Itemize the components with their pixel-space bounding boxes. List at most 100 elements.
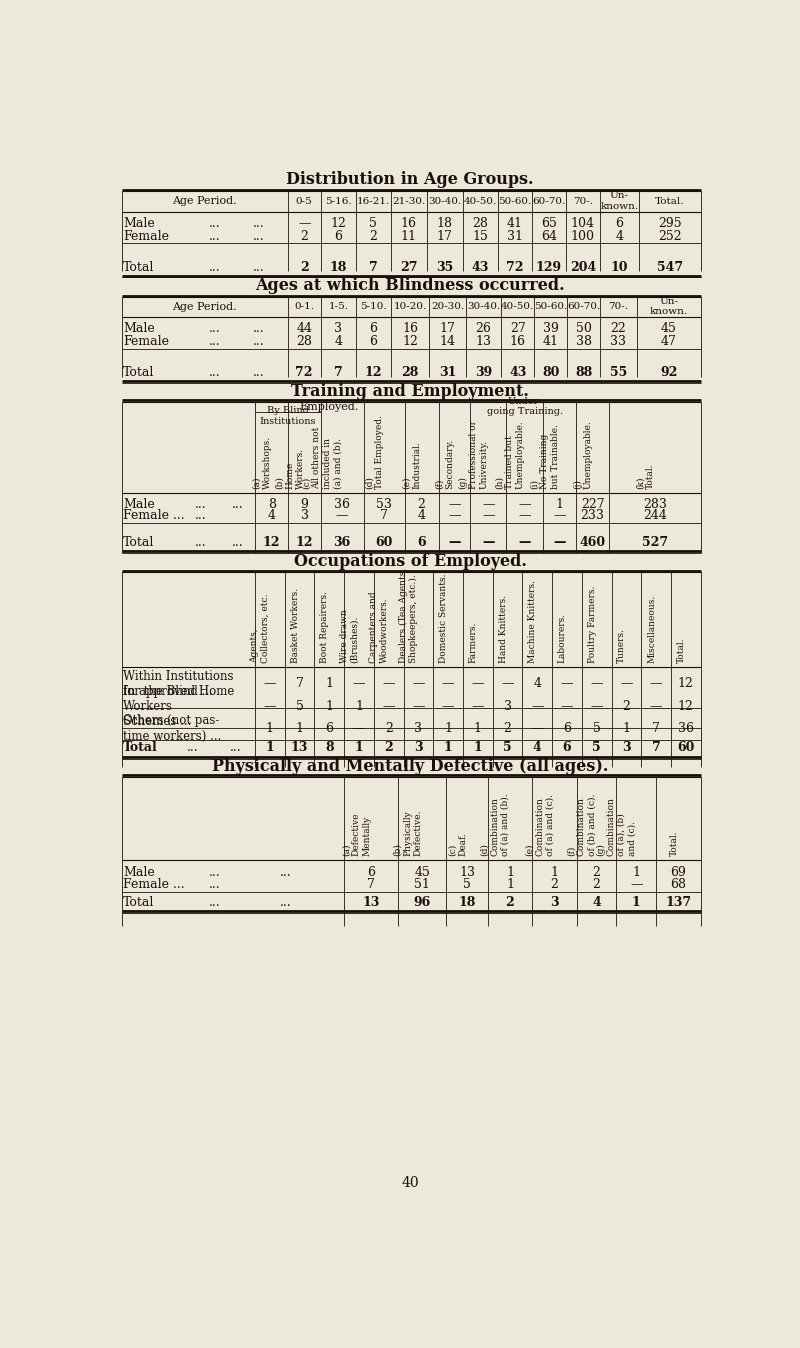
Text: 39: 39 — [475, 367, 492, 379]
Text: By Blind
Institutions: By Blind Institutions — [259, 406, 316, 426]
Text: 7: 7 — [369, 260, 378, 274]
Text: 2: 2 — [418, 497, 426, 511]
Text: 7: 7 — [380, 510, 388, 523]
Text: ...: ... — [209, 322, 221, 336]
Text: 60-70.: 60-70. — [532, 197, 566, 205]
Text: 1: 1 — [474, 741, 482, 755]
Text: 3: 3 — [334, 322, 342, 336]
Text: 30-40.: 30-40. — [467, 302, 500, 311]
Text: —: — — [442, 701, 454, 713]
Text: 2: 2 — [593, 865, 600, 879]
Text: 1: 1 — [266, 741, 274, 755]
Text: —: — — [531, 701, 543, 713]
Text: ...: ... — [195, 510, 206, 523]
Text: 31: 31 — [439, 367, 456, 379]
Text: 50-60.: 50-60. — [498, 197, 532, 205]
Text: 5: 5 — [370, 217, 377, 231]
Text: ...: ... — [253, 260, 265, 274]
Text: Total: Total — [123, 367, 154, 379]
Text: 129: 129 — [536, 260, 562, 274]
Text: 5: 5 — [503, 741, 512, 755]
Text: 2: 2 — [622, 701, 630, 713]
Text: 60-70.: 60-70. — [567, 302, 600, 311]
Text: 13: 13 — [459, 865, 475, 879]
Text: Wire drawn
(Brushes).: Wire drawn (Brushes). — [339, 609, 359, 663]
Text: 3: 3 — [503, 701, 511, 713]
Text: —: — — [561, 701, 573, 713]
Text: 1: 1 — [354, 741, 363, 755]
Text: ...: ... — [209, 367, 221, 379]
Text: 2: 2 — [300, 231, 308, 243]
Text: 26: 26 — [476, 322, 491, 336]
Text: 547: 547 — [657, 260, 682, 274]
Text: 2: 2 — [506, 896, 514, 909]
Text: 6: 6 — [562, 741, 571, 755]
Text: —: — — [448, 497, 461, 511]
Text: 3: 3 — [414, 723, 422, 735]
Text: ...: ... — [195, 537, 206, 550]
Text: 12: 12 — [263, 537, 281, 550]
Text: 14: 14 — [439, 336, 455, 348]
Text: 8: 8 — [325, 741, 334, 755]
Text: ...: ... — [209, 336, 221, 348]
Text: 92: 92 — [660, 367, 678, 379]
Text: 16: 16 — [401, 217, 417, 231]
Text: 16: 16 — [510, 336, 526, 348]
Text: 5: 5 — [593, 723, 601, 735]
Text: 45: 45 — [661, 322, 677, 336]
Text: 60: 60 — [677, 741, 694, 755]
Text: 21-30.: 21-30. — [392, 197, 426, 205]
Text: 41: 41 — [507, 217, 523, 231]
Text: Total: Total — [123, 741, 158, 755]
Text: Employed.: Employed. — [300, 402, 359, 411]
Text: 36: 36 — [334, 537, 351, 550]
Text: 7: 7 — [652, 741, 661, 755]
Text: Distribution in Age Groups.: Distribution in Age Groups. — [286, 171, 534, 187]
Text: 18: 18 — [437, 217, 453, 231]
Text: 2: 2 — [300, 260, 309, 274]
Text: 7: 7 — [652, 723, 660, 735]
Text: 6: 6 — [615, 217, 623, 231]
Text: 6: 6 — [334, 231, 342, 243]
Text: (h)
Trained but
Unemployable.: (h) Trained but Unemployable. — [495, 421, 525, 489]
Text: 36: 36 — [334, 497, 350, 511]
Text: 45: 45 — [414, 865, 430, 879]
Text: —: — — [471, 701, 484, 713]
Text: —: — — [590, 677, 603, 690]
Text: Within Institutions
for the Blind ...: Within Institutions for the Blind ... — [123, 670, 234, 698]
Text: Male: Male — [123, 217, 155, 231]
Text: Occupations of Employed.: Occupations of Employed. — [294, 553, 526, 570]
Text: (f)
Secondary.: (f) Secondary. — [435, 438, 454, 489]
Text: 527: 527 — [642, 537, 668, 550]
Text: 460: 460 — [579, 537, 606, 550]
Text: —: — — [412, 677, 425, 690]
Text: 18: 18 — [458, 896, 476, 909]
Text: (g)
Professional or
University.: (g) Professional or University. — [458, 421, 488, 489]
Text: Basket Workers.: Basket Workers. — [290, 588, 299, 663]
Text: 13: 13 — [291, 741, 308, 755]
Text: Un-
known.: Un- known. — [650, 297, 688, 317]
Text: Others (not pas-
time workers) ...: Others (not pas- time workers) ... — [123, 714, 222, 743]
Text: 22: 22 — [610, 322, 626, 336]
Text: 39: 39 — [542, 322, 558, 336]
Text: Total: Total — [123, 537, 154, 550]
Text: 3: 3 — [414, 741, 422, 755]
Text: Hand Knitters.: Hand Knitters. — [498, 594, 507, 663]
Text: 70-.: 70-. — [573, 197, 593, 205]
Text: (c)
All others not
included in
(a) and (b).: (c) All others not included in (a) and (… — [302, 426, 342, 489]
Text: —: — — [382, 677, 395, 690]
Text: 40-50.: 40-50. — [501, 302, 534, 311]
Text: 1: 1 — [632, 896, 641, 909]
Text: 15: 15 — [473, 231, 489, 243]
Text: (g)
Combination
of (a), (b)
and (c).: (g) Combination of (a), (b) and (c). — [596, 798, 636, 856]
Text: 4: 4 — [334, 336, 342, 348]
Text: 4: 4 — [533, 741, 542, 755]
Text: —: — — [502, 677, 514, 690]
Text: 65: 65 — [541, 217, 557, 231]
Text: —: — — [518, 497, 531, 511]
Text: 28: 28 — [296, 336, 312, 348]
Text: 4: 4 — [592, 896, 601, 909]
Text: 16-21.: 16-21. — [357, 197, 390, 205]
Text: 244: 244 — [643, 510, 667, 523]
Text: In approved Home
Workers
Schemes ...: In approved Home Workers Schemes ... — [123, 685, 234, 728]
